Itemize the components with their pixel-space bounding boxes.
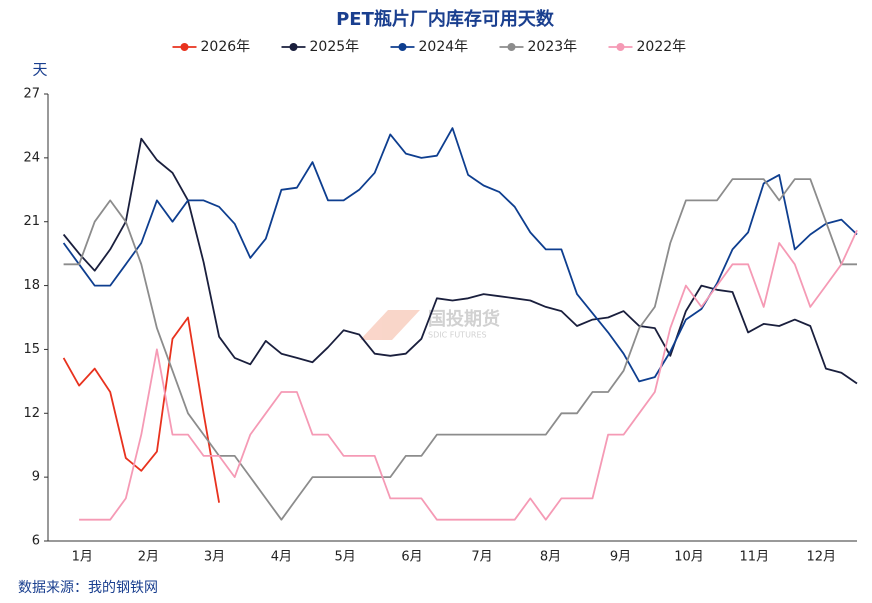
legend-marker [507,43,516,51]
series-line [63,178,857,521]
y-tick-label: 24 [23,150,40,165]
x-tick-label: 12月 [806,550,836,565]
legend: 2026年 2025年 2024年 2023年 2022年 [172,39,687,55]
x-tick-label: 10月 [674,550,704,565]
legend-label: 2022年 [637,39,687,55]
legend-item: 2025年 [281,39,360,55]
legend-label: 2024年 [419,39,469,55]
series-line [79,229,858,521]
watermark-logo [360,310,420,340]
y-tick-label: 18 [23,278,40,293]
y-tick-label: 12 [23,406,40,421]
y-tick-label: 27 [23,87,40,102]
x-tick-label: 5月 [335,550,356,565]
legend-marker [616,43,625,51]
legend-item: 2023年 [499,39,578,55]
legend-item: 2022年 [608,39,687,55]
legend-item: 2026年 [172,39,251,55]
legend-marker [289,43,298,51]
x-tick-label: 3月 [204,550,225,565]
x-tick-label: 8月 [540,550,561,565]
watermark: 国投期货 SDIC FUTURES [360,308,500,340]
y-tick-label: 6 [32,534,40,549]
y-tick-label: 15 [23,342,40,357]
legend-item: 2024年 [390,39,469,55]
x-tick-label: 1月 [72,550,93,565]
x-tick-label: 11月 [740,550,770,565]
legend-label: 2025年 [310,39,360,55]
legend-label: 2026年 [201,39,251,55]
y-tick-label: 9 [32,470,40,485]
series-line [62,137,858,385]
watermark-text: 国投期货 [428,308,500,330]
legend-marker [180,43,189,51]
series-line [62,316,220,503]
legend-marker [398,43,407,51]
chart-title: PET瓶片厂内库存可用天数 [336,8,555,30]
x-tick-label: 6月 [401,550,422,565]
y-tick-label: 21 [23,214,40,229]
x-tick-label: 9月 [610,550,631,565]
x-tick-label: 2月 [138,550,159,565]
legend-label: 2023年 [528,39,578,55]
series-line [62,127,858,383]
source: 数据来源：我的钢铁网 [18,580,158,596]
x-tick-label: 7月 [471,550,492,565]
y-axis-label: 天 [32,61,47,79]
x-tick-label: 4月 [271,550,292,565]
watermark-sub: SDIC FUTURES [428,331,487,340]
